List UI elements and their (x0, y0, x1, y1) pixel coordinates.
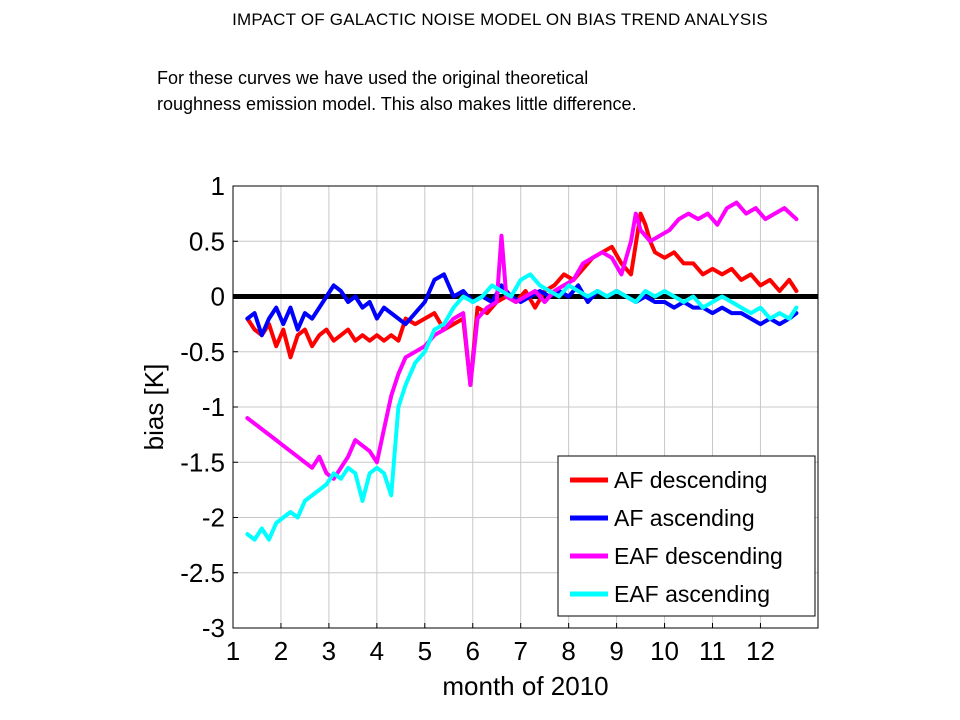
x-axis-label: month of 2010 (442, 671, 608, 701)
x-tick-label: 2 (274, 636, 288, 666)
x-tick-label: 9 (609, 636, 623, 666)
x-tick-label: 5 (418, 636, 432, 666)
legend-box (557, 455, 816, 617)
legend: AF descending AF ascending EAF descending E… (557, 455, 816, 617)
legend-label: EAF ascending (614, 581, 770, 607)
y-tick-label: 0 (211, 282, 225, 312)
x-tick-label: 3 (322, 636, 336, 666)
series-lines (245, 200, 799, 542)
legend-label: AF descending (614, 467, 767, 493)
y-tick-label: 0.5 (189, 226, 225, 256)
x-tick-label: 8 (561, 636, 575, 666)
note-line-1: For these curves we have used the origin… (157, 68, 589, 88)
x-tick-label: 6 (466, 636, 480, 666)
note-text: For these curves we have used the origin… (157, 65, 857, 117)
series-line-af-descending (245, 211, 799, 387)
legend-label: AF ascending (614, 505, 755, 531)
y-tick-label: -1.5 (180, 447, 225, 477)
x-tick-label: 1 (226, 636, 240, 666)
page-heading: IMPACT OF GALACTIC NOISE MODEL ON BIAS T… (232, 10, 768, 29)
note-line-2: roughness emission model. This also make… (157, 94, 637, 114)
y-axis-label: bias [K] (139, 364, 169, 451)
x-tick-label: 4 (370, 636, 384, 666)
y-tick-label: 1 (211, 171, 225, 201)
x-tick-label: 10 (650, 636, 679, 666)
series-line-eaf-descending (245, 200, 799, 481)
y-tick-label: -2 (202, 503, 225, 533)
x-tick-label: 11 (699, 636, 726, 666)
y-tick-label: -1 (202, 392, 225, 422)
series-line-eaf-ascending (245, 272, 799, 542)
x-tick-label: 12 (746, 636, 775, 666)
y-tick-label: -3 (202, 613, 225, 643)
y-tick-label: -2.5 (180, 558, 225, 588)
y-tick-label: -0.5 (180, 337, 225, 367)
legend-label: EAF descending (614, 543, 783, 569)
x-tick-label: 7 (513, 636, 527, 666)
